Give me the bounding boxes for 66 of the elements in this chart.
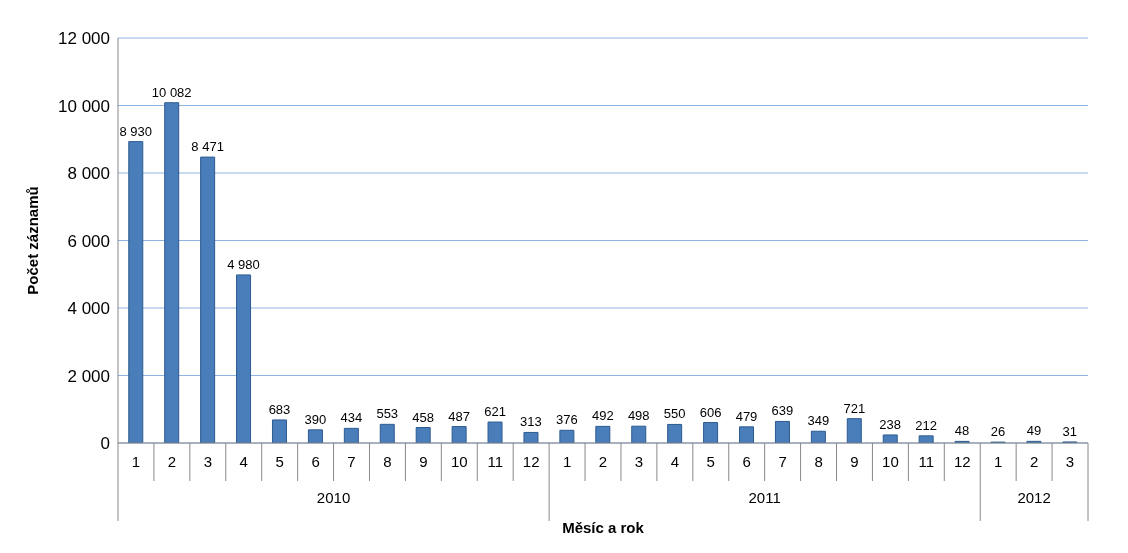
data-label: 238 [879,416,902,432]
data-label: 376 [556,412,578,428]
x-tick-label: 6 [742,453,751,470]
y-tick-label: 8 000 [67,164,110,184]
data-label: 492 [591,408,614,424]
x-tick-label: 2 [598,453,608,470]
x-tick-label: 5 [706,453,715,470]
data-label: 639 [771,403,794,419]
data-label: 458 [412,409,435,425]
x-tick-label: 7 [347,453,356,470]
data-label: 683 [268,401,291,417]
x-tick-label: 12 [953,453,971,470]
data-label: 487 [448,408,470,424]
y-tick-label: 0 [100,434,110,454]
x-tick-label: 1 [562,453,572,470]
data-label: 553 [376,406,399,422]
x-tick-label: 7 [778,453,787,470]
y-tick-label: 12 000 [58,29,110,49]
data-label: 48 [954,423,970,439]
x-tick-label: 9 [419,453,428,470]
x-tick-label: 1 [131,453,141,470]
x-tick-label: 5 [275,453,284,470]
data-label: 8 930 [119,123,153,139]
x-tick-label: 9 [850,453,859,470]
data-label: 26 [990,424,1006,440]
x-tick-label: 2 [1029,453,1039,470]
y-axis-title: Počet záznamů [24,186,42,295]
x-tick-label: 3 [203,453,212,470]
x-tick-label: 4 [239,453,248,470]
data-label: 8 471 [191,139,224,155]
data-label: 479 [735,408,758,424]
data-label: 498 [627,408,650,424]
x-tick-label: 8 [383,453,392,470]
x-tick-label: 2 [167,453,177,470]
x-tick-label: 11 [487,453,504,470]
data-label: 349 [807,413,830,429]
x-tick-label: 4 [670,453,680,470]
data-label: 31 [1062,423,1078,439]
y-tick-label: 2 000 [67,366,110,386]
x-tick-label: 1 [994,453,1003,470]
data-label: 550 [663,406,686,422]
data-label: 390 [304,411,327,427]
data-label: 4 980 [227,256,260,272]
data-label: 212 [915,417,937,433]
x-tick-label: 10 [882,453,899,470]
y-tick-label: 10 000 [58,96,110,116]
text: 2011 [748,489,781,506]
text: 2012 [1017,489,1051,506]
data-label: 434 [340,410,363,426]
x-tick-label: 8 [814,453,823,470]
data-label: 313 [520,414,542,430]
data-label: 49 [1026,423,1042,439]
x-tick-label: 12 [522,453,540,470]
x-tick-label: 3 [1065,453,1075,470]
x-tick-label: 10 [450,453,468,470]
text: 2010 [316,489,351,506]
x-tick-label: 11 [918,453,935,470]
y-tick-label: 6 000 [67,231,110,251]
data-label: 621 [484,404,506,420]
data-label: 721 [843,400,866,416]
y-tick-label: 4 000 [67,299,110,319]
data-label: 606 [699,404,722,420]
x-axis-title: Měsíc a rok [562,519,645,536]
x-tick-label: 6 [311,453,320,470]
x-tick-label: 3 [634,453,644,470]
data-label: 10 082 [151,84,192,100]
